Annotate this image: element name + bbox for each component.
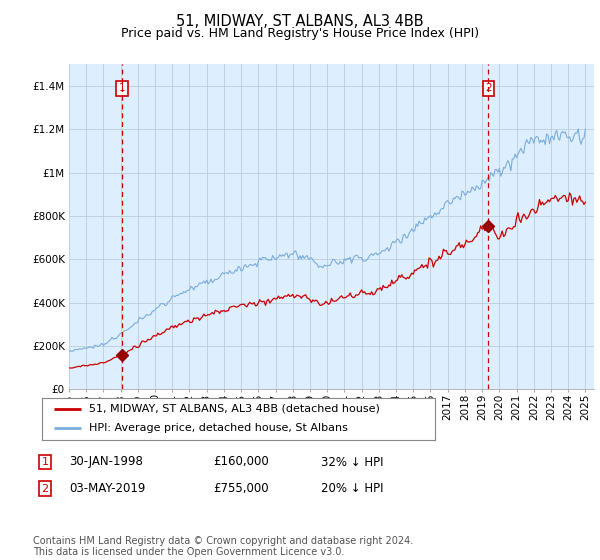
Text: 1: 1 <box>119 83 125 93</box>
Text: Price paid vs. HM Land Registry's House Price Index (HPI): Price paid vs. HM Land Registry's House … <box>121 27 479 40</box>
Text: 51, MIDWAY, ST ALBANS, AL3 4BB (detached house): 51, MIDWAY, ST ALBANS, AL3 4BB (detached… <box>89 404 380 414</box>
Text: 03-MAY-2019: 03-MAY-2019 <box>69 482 145 496</box>
Text: 32% ↓ HPI: 32% ↓ HPI <box>321 455 383 469</box>
Text: 2: 2 <box>41 484 49 494</box>
Text: HPI: Average price, detached house, St Albans: HPI: Average price, detached house, St A… <box>89 423 348 433</box>
Text: £755,000: £755,000 <box>213 482 269 496</box>
Text: 1: 1 <box>41 457 49 467</box>
Text: 51, MIDWAY, ST ALBANS, AL3 4BB: 51, MIDWAY, ST ALBANS, AL3 4BB <box>176 14 424 29</box>
Text: £160,000: £160,000 <box>213 455 269 469</box>
Text: Contains HM Land Registry data © Crown copyright and database right 2024.
This d: Contains HM Land Registry data © Crown c… <box>33 535 413 557</box>
Text: 30-JAN-1998: 30-JAN-1998 <box>69 455 143 469</box>
Text: 20% ↓ HPI: 20% ↓ HPI <box>321 482 383 496</box>
Text: 2: 2 <box>485 83 492 93</box>
